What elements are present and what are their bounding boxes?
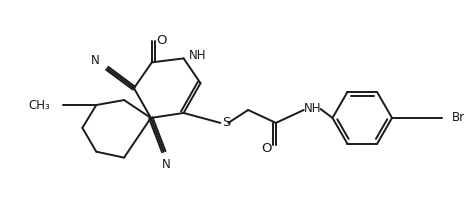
- Text: S: S: [222, 116, 231, 129]
- Text: N: N: [162, 158, 171, 171]
- Text: NH: NH: [304, 102, 322, 115]
- Text: NH: NH: [189, 49, 206, 62]
- Text: O: O: [262, 142, 272, 155]
- Text: CH₃: CH₃: [28, 99, 49, 112]
- Text: Br: Br: [452, 111, 465, 124]
- Text: O: O: [157, 34, 167, 47]
- Text: N: N: [91, 54, 100, 67]
